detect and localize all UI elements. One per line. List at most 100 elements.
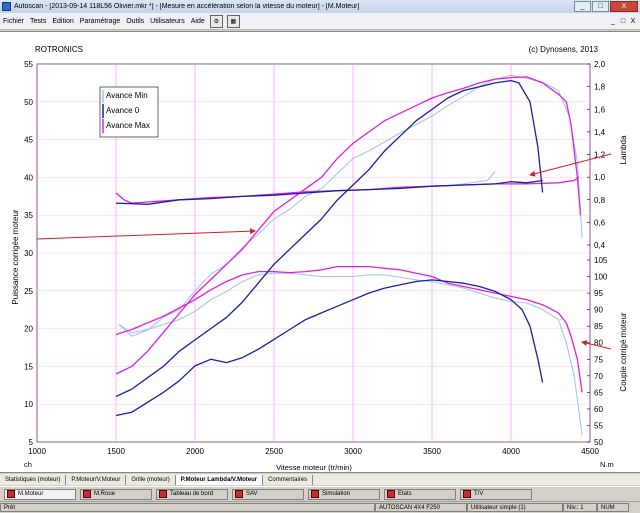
dashboard-icon [159, 490, 167, 498]
power-series-avance-max [115, 76, 582, 375]
arrow-torque [581, 340, 612, 350]
y-left-tick-label: 5 [29, 438, 34, 447]
menu-outils[interactable]: Outils [126, 17, 145, 25]
tab-simulation[interactable]: Simulation [308, 488, 380, 500]
power-series-avance-min [118, 74, 583, 337]
y-left-tick-label: 40 [24, 173, 33, 182]
power-series-avance-0 [115, 79, 544, 398]
tab-m-roue[interactable]: M.Roue [80, 488, 152, 500]
x-tick-label: 4500 [581, 447, 599, 456]
close-button[interactable]: X [610, 1, 638, 12]
x-unit-left: ch [24, 460, 32, 469]
legend: Avance Min Avance 0 Avance Max [99, 86, 159, 138]
doc-close-button[interactable]: X [630, 17, 636, 25]
torque-series-avance-0 [115, 279, 544, 417]
minimize-button[interactable]: _ [574, 1, 591, 12]
lambda-series-avance-min [455, 171, 496, 186]
subtab-pmoteur-lambda[interactable]: P.Moteur Lambda/V.Moteur [175, 474, 264, 485]
status-level: Niv.: 1 [563, 503, 597, 512]
lambda-tick-label: 1,6 [594, 105, 606, 114]
x-tick-label: 1500 [107, 447, 125, 456]
maximize-button[interactable]: □ [592, 1, 609, 12]
y-left-tick-label: 55 [24, 60, 33, 69]
subtab-pmoteur-vmoteur[interactable]: P.Moteur/V.Moteur [66, 474, 127, 485]
x-unit-right: N.m [600, 460, 614, 469]
y-left-tick-label: 50 [24, 98, 33, 107]
y-left-tick-label: 30 [24, 249, 33, 258]
menu-fichier[interactable]: Fichier [3, 17, 25, 25]
doc-minimize-button[interactable]: _ [611, 17, 615, 25]
x-tick-label: 2000 [186, 447, 204, 456]
menu-tests[interactable]: Tests [30, 17, 47, 25]
tab-t-v[interactable]: T/V [460, 488, 532, 500]
subtab-grille[interactable]: Grille (moteur) [126, 474, 176, 485]
menu-utilisateurs[interactable]: Utilisateurs [150, 17, 185, 25]
subtab-commentaires[interactable]: Commentaires [263, 474, 314, 485]
torque-tick-label: 80 [594, 339, 603, 348]
torque-tick-label: 85 [594, 322, 603, 331]
torque-tick-label: 70 [594, 372, 603, 381]
tab-sav[interactable]: SAV [232, 488, 304, 500]
x-axis-label: Vitesse moteur (tr/min) [276, 463, 352, 472]
x-tick-labels: 1000 1500 2000 2500 3000 3500 4000 4500 [28, 447, 599, 456]
y-left-tick-label: 35 [24, 211, 33, 220]
y-torque-label: Couple corrigé moteur [619, 312, 628, 391]
torque-tick-label: 65 [594, 388, 603, 397]
torque-tick-label: 100 [594, 273, 608, 282]
subtab-statistiques[interactable]: Statistiques (moteur) [0, 474, 67, 485]
lambda-tick-label: 0,8 [594, 196, 606, 205]
lambda-tick-label: 1,8 [594, 83, 606, 92]
y-left-tick-label: 45 [24, 136, 33, 145]
grid [36, 63, 591, 443]
arrow-lambda [529, 153, 612, 177]
dyno-chart: 1000 1500 2000 2500 3000 3500 4000 4500 5 10 15 20… [11, 45, 628, 472]
menu-aide[interactable]: Aide [190, 17, 205, 25]
tool-icon-2[interactable]: ▦ [226, 14, 240, 28]
menu-parametrage[interactable]: Paramétrage [79, 17, 121, 25]
doc-restore-button[interactable]: □ [620, 17, 626, 25]
torque-series-avance-min [118, 272, 583, 436]
y-lambda-label: Lambda [619, 135, 628, 164]
menu-edition[interactable]: Edition [52, 17, 74, 25]
y-left-tick-label: 15 [24, 362, 33, 371]
x-tick-label: 3000 [344, 447, 362, 456]
x-tick-label: 3500 [423, 447, 441, 456]
lambda-series-avance-0 [115, 179, 543, 205]
lambda-tick-label: 0,4 [594, 241, 606, 250]
torque-tick-label: 105 [594, 256, 608, 265]
status-message: Prêt [0, 503, 375, 512]
y-left-tick-label: 20 [24, 325, 33, 334]
menu-bar: Fichier Tests Edition Paramétrage Outils… [0, 13, 640, 30]
torque-tick-label: 50 [594, 438, 603, 447]
lambda-tick-label: 1,2 [594, 151, 606, 160]
chart-copyright: (c) Dynosens, 2013 [529, 45, 599, 54]
y-left-tick-label: 10 [24, 400, 33, 409]
simulation-icon [311, 490, 319, 498]
arrow-power [36, 228, 256, 240]
y-left-tick-label: 25 [24, 287, 33, 296]
status-user: Utilisateur simple (1) [467, 503, 563, 512]
torque-tick-label: 55 [594, 421, 603, 430]
engine-icon [7, 490, 15, 498]
y-left-tick-labels: 5 10 15 20 25 30 35 40 45 50 55 [24, 60, 33, 447]
y-right-tick-labels: 2,0 1,8 1,6 1,4 1,2 1,0 0,8 0,6 0,4 50 55 60 65 70 75 8… [594, 60, 608, 447]
legend-avance-max: Avance Max [106, 121, 150, 130]
tab-m-moteur[interactable]: M.Moteur [4, 488, 76, 500]
tab-tableau-de-bord[interactable]: Tableau de bord [156, 488, 228, 500]
wheel-icon [83, 490, 91, 498]
service-icon [235, 490, 243, 498]
lambda-tick-label: 1,0 [594, 173, 606, 182]
torque-tick-label: 60 [594, 405, 603, 414]
window-title: Autoscan - [2013-09-14 118L56 Olivier.mk… [14, 3, 360, 10]
x-tick-label: 1000 [28, 447, 46, 456]
lambda-tick-label: 2,0 [594, 60, 606, 69]
tool-icon-1[interactable]: ⚙ [209, 14, 223, 28]
legend-avance-min: Avance Min [106, 91, 148, 100]
status-bar: Prêt AUTOSCAN 4X4 F250 Utilisateur simpl… [0, 501, 640, 513]
bottom-tab-bar: M.Moteur M.Roue Tableau de bord SAV Simu… [0, 486, 640, 501]
chart-title: ROTRONICS [35, 45, 83, 54]
tab-etats[interactable]: Etats [384, 488, 456, 500]
report-icon [387, 490, 395, 498]
series-layer [115, 74, 583, 436]
status-device: AUTOSCAN 4X4 F250 [375, 503, 467, 512]
